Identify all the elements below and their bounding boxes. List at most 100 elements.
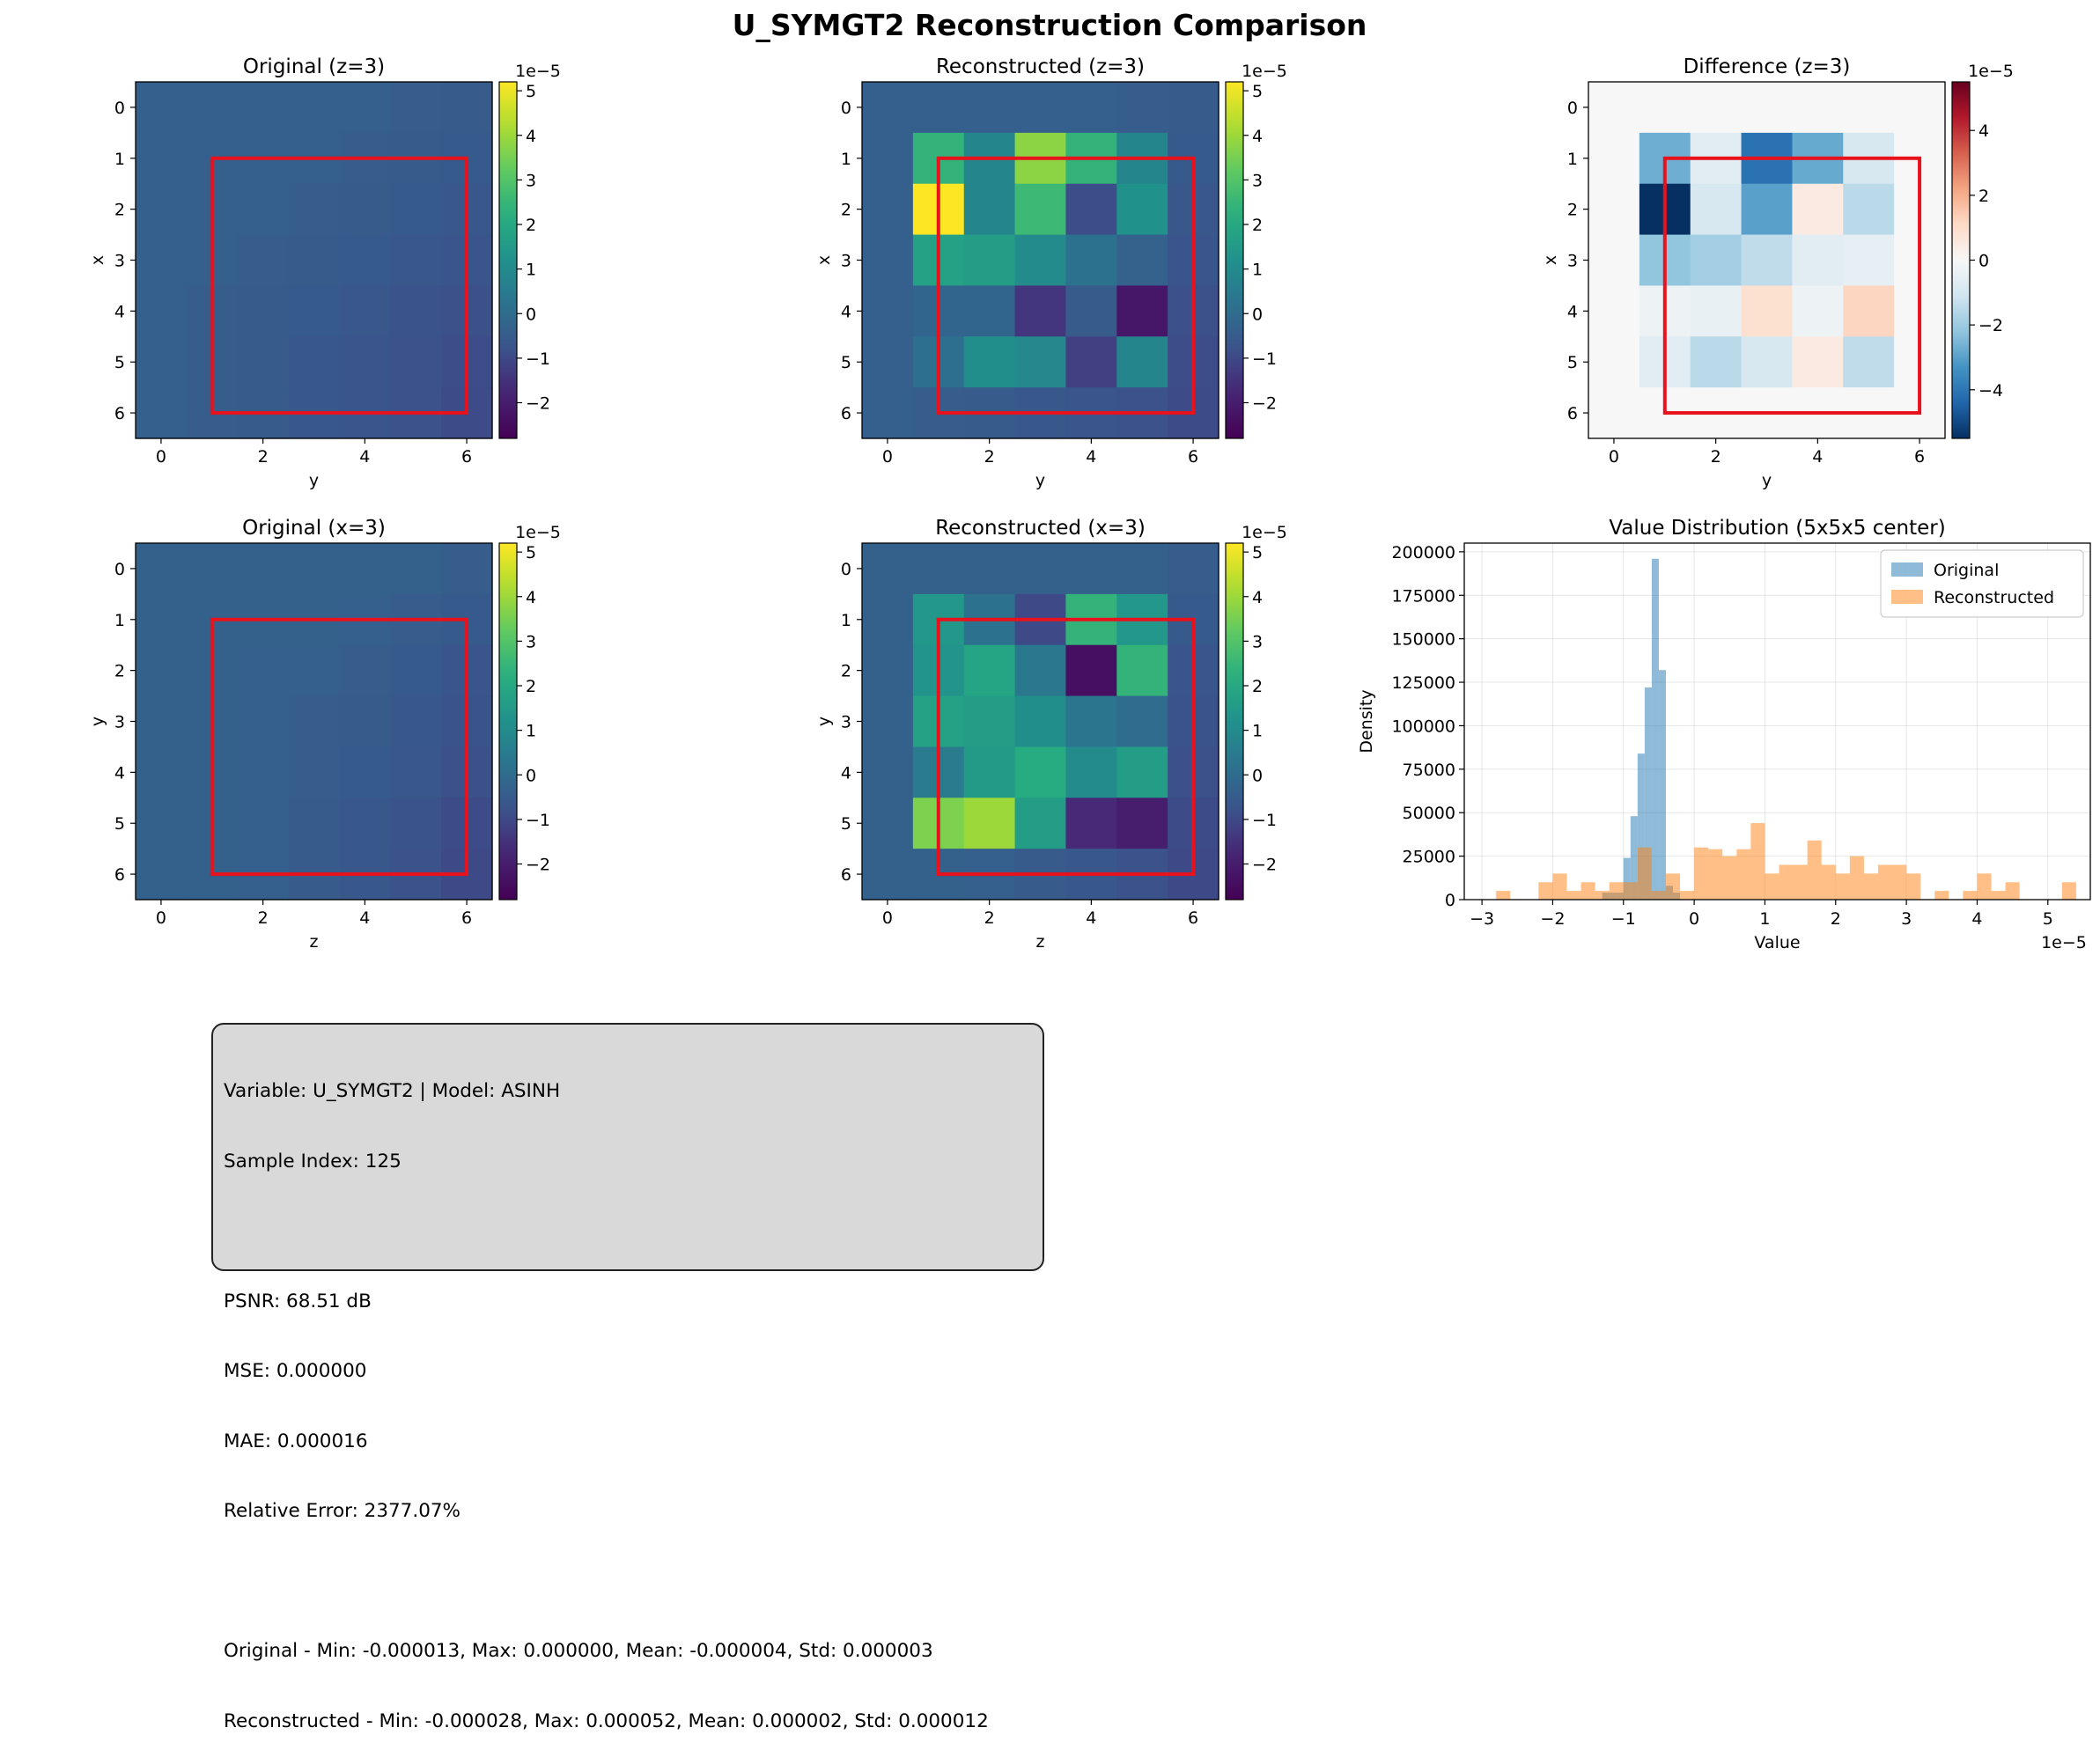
heatmap-cell — [1843, 183, 1895, 236]
colorbar-tick-label: −1 — [526, 811, 550, 830]
histogram-bar — [1694, 847, 1709, 900]
x-tick-label: 0 — [156, 447, 166, 467]
figure-title: U_SYMGT2 Reconstruction Comparison — [733, 8, 1367, 42]
heatmap-cell — [1690, 336, 1743, 388]
subplot-title: Original (z=3) — [243, 55, 385, 78]
heatmap-cell — [1014, 183, 1067, 236]
heatmap-cell — [862, 336, 914, 388]
heatmap-cell — [237, 543, 290, 595]
colorbar-tick-label: 0 — [1252, 305, 1263, 324]
colorbar-tick-label: 2 — [526, 216, 536, 235]
y-tick-label: 25000 — [1403, 848, 1455, 867]
x-tick-label: 4 — [1971, 909, 1982, 929]
histogram-bar — [2061, 882, 2076, 900]
histogram-bar — [1849, 856, 1864, 900]
y-axis-label: y — [88, 717, 107, 726]
heatmap-cell — [1014, 644, 1067, 697]
heatmap-cell — [1792, 336, 1844, 388]
heatmap-cell — [1168, 82, 1219, 134]
heatmap-cell — [136, 593, 188, 646]
colorbar-frame — [498, 81, 518, 439]
histogram-bar — [1934, 891, 1949, 900]
heatmap-cell — [862, 285, 914, 337]
heatmap-cell — [136, 234, 188, 287]
heatmap-cell — [1116, 183, 1168, 236]
heatmap-cell — [862, 132, 914, 185]
colorbar — [1226, 543, 1243, 900]
highlight-box — [1662, 156, 1922, 415]
plot-frame — [1463, 542, 2091, 901]
heatmap-cell — [862, 798, 914, 849]
histogram-bar — [1665, 873, 1681, 900]
histogram-bar — [1963, 891, 1978, 900]
x-tick-label: −3 — [1470, 909, 1494, 929]
histogram-bar — [1566, 891, 1581, 900]
stats-original-summary-line: Original - Min: -0.000013, Max: 0.000000… — [224, 1640, 933, 1662]
heatmap-cell — [390, 746, 442, 798]
x-tick-label: 3 — [1901, 909, 1912, 929]
x-tick-label: 0 — [156, 908, 166, 928]
heatmap-cell — [1065, 336, 1117, 388]
heatmap-cell — [136, 746, 188, 798]
colorbar-tick-label: −2 — [1252, 394, 1277, 414]
legend — [1880, 549, 2084, 618]
y-axis-label: x — [88, 255, 107, 265]
histogram-bar — [2005, 882, 2020, 900]
highlight-box — [936, 156, 1196, 415]
heatmap-cell — [136, 336, 188, 388]
stats-relative-error-line: Relative Error: 2377.07% — [224, 1500, 461, 1522]
y-tick-label: 150000 — [1391, 630, 1455, 650]
heatmap-cell — [390, 336, 442, 388]
heatmap-cell — [1690, 234, 1743, 287]
heatmap-cell — [1792, 234, 1844, 287]
y-tick-label: 4 — [841, 302, 851, 321]
heatmap-cell — [136, 798, 188, 849]
y-tick-label: 75000 — [1403, 761, 1455, 780]
heatmap-cell — [1690, 285, 1743, 337]
x-tick-label: 5 — [2043, 909, 2053, 929]
heatmap-cell — [288, 285, 341, 337]
heatmap-cell — [1065, 543, 1117, 595]
colorbar-tick-label: 4 — [526, 127, 536, 146]
colorbar-tick-label: 4 — [526, 588, 536, 607]
heatmap-cell — [1639, 82, 1691, 134]
y-tick-label: 0 — [841, 560, 851, 579]
y-tick-label: 3 — [114, 713, 125, 732]
heatmap-cell — [1014, 798, 1067, 849]
heatmap-cell — [1116, 695, 1168, 748]
heatmap-cell — [1588, 387, 1640, 439]
y-tick-label: 5 — [841, 353, 851, 372]
heatmap-cell — [288, 234, 341, 287]
colorbar-tick-label: 1 — [526, 261, 536, 280]
heatmap-cell — [1741, 234, 1794, 287]
x-tick-label: 6 — [461, 447, 472, 467]
heatmap-cell — [1116, 543, 1168, 595]
x-axis-label: z — [1036, 932, 1045, 952]
x-axis-label: y — [309, 471, 319, 490]
heatmap-cell — [1690, 183, 1743, 236]
y-tick-label: 0 — [1445, 891, 1455, 910]
subplot-title: Reconstructed (x=3) — [935, 517, 1146, 540]
y-axis-label: x — [1541, 255, 1560, 265]
heatmap-cell — [1894, 82, 1946, 134]
heatmap-cell — [390, 644, 442, 697]
histogram-bar — [1765, 873, 1779, 900]
heatmap-cell — [1116, 82, 1168, 134]
heatmap-cell — [862, 387, 914, 439]
y-tick-label: 0 — [841, 99, 851, 118]
y-tick-label: 6 — [114, 865, 125, 885]
y-tick-label: 6 — [841, 404, 851, 423]
colorbar-tick-label: 2 — [1978, 187, 1989, 206]
y-tick-label: 1 — [841, 611, 851, 630]
y-tick-label: 5 — [841, 814, 851, 834]
x-tick-label: −2 — [1540, 909, 1565, 929]
histogram-bar — [1637, 754, 1645, 900]
histogram-bar — [1623, 857, 1631, 900]
stats-sample-index-line: Sample Index: 125 — [224, 1150, 402, 1173]
histogram-bar — [1552, 873, 1567, 900]
heatmap-cell — [963, 543, 1016, 595]
colorbar-exponent: 1e−5 — [1242, 62, 1287, 81]
heatmap-cell — [441, 82, 493, 134]
y-axis-label: x — [814, 255, 834, 265]
heatmap-cell — [339, 798, 391, 849]
